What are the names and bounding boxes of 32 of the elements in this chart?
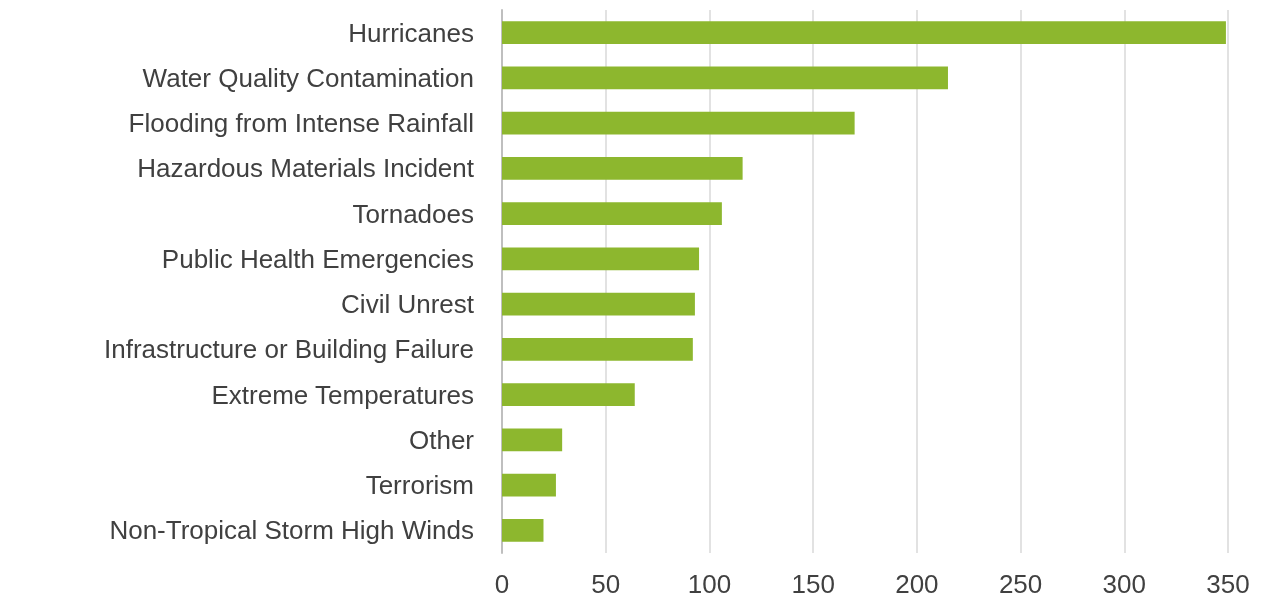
x-tick-label: 100: [687, 569, 732, 599]
x-tick-label: 50: [591, 569, 621, 599]
y-tick-label: Non-Tropical Storm High Winds: [109, 515, 474, 546]
bar: [502, 338, 693, 361]
x-tick-label: 350: [1206, 569, 1250, 599]
bar: [502, 383, 635, 406]
y-tick-label: Infrastructure or Building Failure: [104, 334, 474, 365]
x-tick-label: 250: [998, 569, 1043, 599]
bar: [502, 21, 1226, 44]
bar: [502, 202, 722, 225]
y-tick-label: Hazardous Materials Incident: [137, 153, 475, 184]
y-tick-label: Water Quality Contamination: [142, 62, 474, 93]
bar: [502, 66, 948, 90]
x-tick-label: 300: [1102, 569, 1146, 599]
y-tick-label: Tornadoes: [352, 198, 474, 229]
bar: [502, 292, 695, 316]
bar: [502, 519, 544, 542]
y-tick-label: Terrorism: [365, 470, 474, 501]
bar: [502, 111, 855, 135]
y-tick-label: Extreme Temperatures: [211, 379, 474, 410]
x-tick-label: 150: [791, 569, 835, 599]
bar: [502, 247, 700, 271]
x-tick-label: 0: [494, 569, 510, 599]
y-tick-label: Hurricanes: [348, 17, 474, 48]
bar: [502, 157, 743, 180]
y-tick-label: Public Health Emergencies: [161, 243, 474, 274]
y-tick-label: Flooding from Intense Rainfall: [128, 108, 474, 139]
y-tick-label: Other: [408, 424, 475, 455]
x-tick-label: 200: [895, 569, 939, 599]
bar: [502, 428, 563, 452]
y-tick-label: Civil Unrest: [341, 289, 475, 320]
bar: [502, 473, 556, 497]
